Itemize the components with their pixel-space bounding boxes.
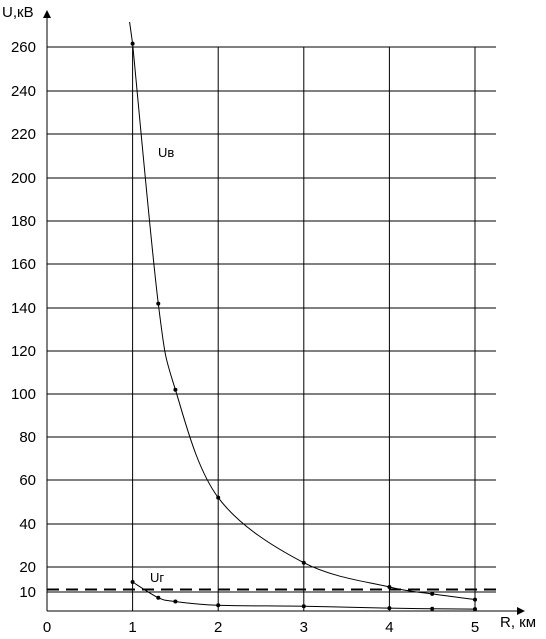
series-uv-point [216, 495, 221, 500]
series-ug-point [473, 607, 477, 612]
y-axis-title: U,кВ [2, 4, 34, 21]
x-tick-label: 0 [43, 619, 51, 636]
y-tick-label: 140 [11, 300, 36, 317]
y-tick-label: 20 [19, 559, 36, 576]
series-uv-point [387, 585, 392, 589]
series-ug-point [173, 599, 178, 604]
y-tick-label: 260 [11, 39, 36, 56]
y-tick-label: 200 [11, 170, 36, 187]
y-tick-label: 220 [11, 126, 36, 143]
series-ug-point [130, 580, 135, 584]
y-tick-label: 160 [11, 256, 36, 273]
series-uv-point [156, 301, 161, 306]
series-ug-point [387, 606, 392, 611]
y-tick-label: 40 [19, 516, 36, 533]
data-points [130, 41, 477, 612]
x-tick-label: 1 [128, 619, 136, 636]
series-label-uv: Uв [158, 145, 174, 160]
x-tick-label: 4 [385, 619, 393, 636]
series-uv-point [473, 597, 477, 602]
series-uv-point [301, 560, 306, 565]
curves [129, 21, 476, 610]
tick-labels: 10 20 40 60 80 100 120 140 160 180 200 220 240 260 0 1 2… [11, 39, 479, 636]
y-tick-label: 10 [19, 584, 36, 601]
x-tick-label: 5 [471, 619, 479, 636]
series-uv-point [173, 387, 178, 392]
x-tick-label: 2 [214, 619, 222, 636]
y-tick-label: 120 [11, 343, 36, 360]
series-label-ug: Uг [150, 570, 164, 585]
series-uv-point [430, 591, 435, 596]
series-ug-line [132, 581, 476, 610]
y-tick-label: 60 [19, 472, 36, 489]
x-tick-label: 3 [300, 619, 308, 636]
y-tick-label: 240 [11, 83, 36, 100]
y-tick-label: 180 [11, 213, 36, 230]
series-ug-point [216, 603, 221, 608]
axes [43, 10, 525, 615]
series-ug-point [156, 595, 161, 600]
y-tick-label: 100 [11, 386, 36, 403]
series-ug-point [430, 606, 435, 611]
series-ug-point [301, 604, 306, 609]
series-uv-point [130, 41, 135, 46]
x-axis-title: R, км [500, 614, 536, 631]
grid-lines [47, 46, 496, 611]
series-uv-lead [129, 21, 134, 44]
y-tick-label: 80 [19, 429, 36, 446]
